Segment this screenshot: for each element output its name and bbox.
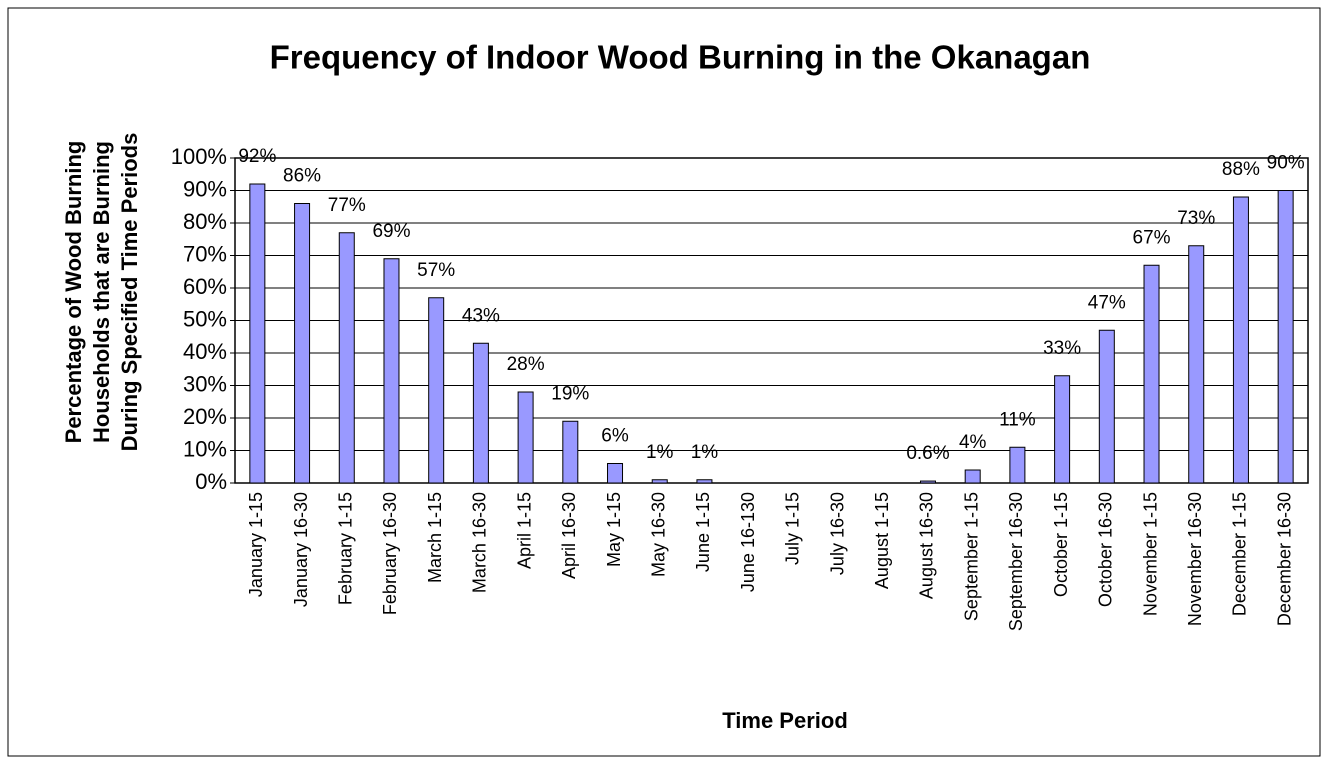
plot-frame bbox=[234, 157, 1309, 484]
x-tick-label: November 1-15 bbox=[1140, 492, 1160, 616]
bar bbox=[1143, 264, 1160, 484]
bar bbox=[1188, 245, 1205, 484]
x-tick-label: October 1-15 bbox=[1051, 492, 1071, 597]
data-label: 92% bbox=[238, 146, 276, 167]
x-axis-title: Time Period bbox=[722, 708, 848, 733]
chart-title: Frequency of Indoor Wood Burning in the … bbox=[270, 39, 1091, 76]
bar bbox=[472, 342, 489, 484]
x-tick-label: August 1-15 bbox=[872, 492, 892, 589]
data-label: 33% bbox=[1043, 338, 1081, 359]
data-label: 90% bbox=[1267, 153, 1305, 174]
bar bbox=[294, 203, 311, 484]
data-label: 28% bbox=[507, 354, 545, 375]
x-tick-label: August 16-30 bbox=[917, 492, 937, 599]
x-tick-label: July 1-15 bbox=[783, 492, 803, 565]
bar bbox=[1098, 329, 1115, 484]
data-label: 77% bbox=[328, 195, 366, 216]
bar bbox=[696, 479, 713, 484]
y-tick-label: 20% bbox=[183, 404, 227, 429]
bar bbox=[1054, 375, 1071, 484]
data-label: 0.6% bbox=[906, 443, 949, 464]
bar bbox=[1009, 446, 1026, 484]
y-tick-label: 10% bbox=[183, 436, 227, 461]
data-label: 1% bbox=[691, 442, 719, 463]
data-label: 4% bbox=[959, 432, 987, 453]
y-axis-title: During Specified Time Periods bbox=[117, 133, 142, 452]
bar bbox=[964, 469, 981, 484]
bar bbox=[607, 463, 624, 484]
data-label: 67% bbox=[1133, 227, 1171, 248]
data-label: 43% bbox=[462, 305, 500, 326]
x-tick-label: September 16-30 bbox=[1006, 492, 1026, 631]
x-tick-label: December 16-30 bbox=[1274, 492, 1294, 626]
data-label: 57% bbox=[417, 260, 455, 281]
x-tick-label: April 1-15 bbox=[514, 492, 534, 569]
y-tick-label: 80% bbox=[183, 209, 227, 234]
y-tick-label: 50% bbox=[183, 306, 227, 331]
data-label: 47% bbox=[1088, 292, 1126, 313]
y-tick-label: 100% bbox=[171, 144, 227, 169]
y-axis-title: Percentage of Wood Burning bbox=[61, 141, 86, 444]
y-tick-label: 60% bbox=[183, 274, 227, 299]
x-tick-label: September 1-15 bbox=[961, 492, 981, 621]
y-tick-label: 90% bbox=[183, 176, 227, 201]
bar bbox=[651, 479, 668, 484]
x-tick-label: June 16-130 bbox=[738, 492, 758, 592]
y-axis-title: Households that are Burning bbox=[89, 141, 114, 443]
bar bbox=[1277, 190, 1294, 484]
x-tick-label: January 1-15 bbox=[246, 492, 266, 597]
data-label: 1% bbox=[646, 442, 674, 463]
x-tick-label: February 16-30 bbox=[380, 492, 400, 615]
bar bbox=[383, 258, 400, 484]
data-label: 11% bbox=[999, 409, 1036, 430]
data-label: 6% bbox=[601, 426, 629, 447]
x-tick-label: July 16-30 bbox=[827, 492, 847, 575]
bar bbox=[517, 391, 534, 484]
x-tick-label: March 16-30 bbox=[470, 492, 490, 593]
x-tick-label: March 1-15 bbox=[425, 492, 445, 583]
data-label: 19% bbox=[551, 383, 589, 404]
bar bbox=[562, 420, 579, 484]
data-label: 86% bbox=[283, 166, 321, 187]
x-tick-label: May 1-15 bbox=[604, 492, 624, 567]
x-tick-label: October 16-30 bbox=[1096, 492, 1116, 607]
data-label: 88% bbox=[1222, 159, 1260, 180]
bar bbox=[338, 232, 355, 484]
bar bbox=[1232, 196, 1249, 484]
x-tick-label: January 16-30 bbox=[291, 492, 311, 607]
x-tick-label: November 16-30 bbox=[1185, 492, 1205, 626]
bar bbox=[428, 297, 445, 484]
bar bbox=[919, 480, 936, 484]
bar bbox=[249, 183, 266, 484]
y-tick-label: 40% bbox=[183, 339, 227, 364]
x-tick-label: April 16-30 bbox=[559, 492, 579, 579]
y-tick-label: 0% bbox=[195, 469, 227, 494]
y-tick-label: 70% bbox=[183, 241, 227, 266]
x-tick-label: June 1-15 bbox=[693, 492, 713, 572]
x-tick-label: December 1-15 bbox=[1230, 492, 1250, 616]
x-tick-label: February 1-15 bbox=[336, 492, 356, 605]
y-tick-label: 30% bbox=[183, 371, 227, 396]
data-label: 73% bbox=[1177, 208, 1215, 229]
data-label: 69% bbox=[372, 221, 410, 242]
x-tick-label: May 16-30 bbox=[648, 492, 668, 577]
